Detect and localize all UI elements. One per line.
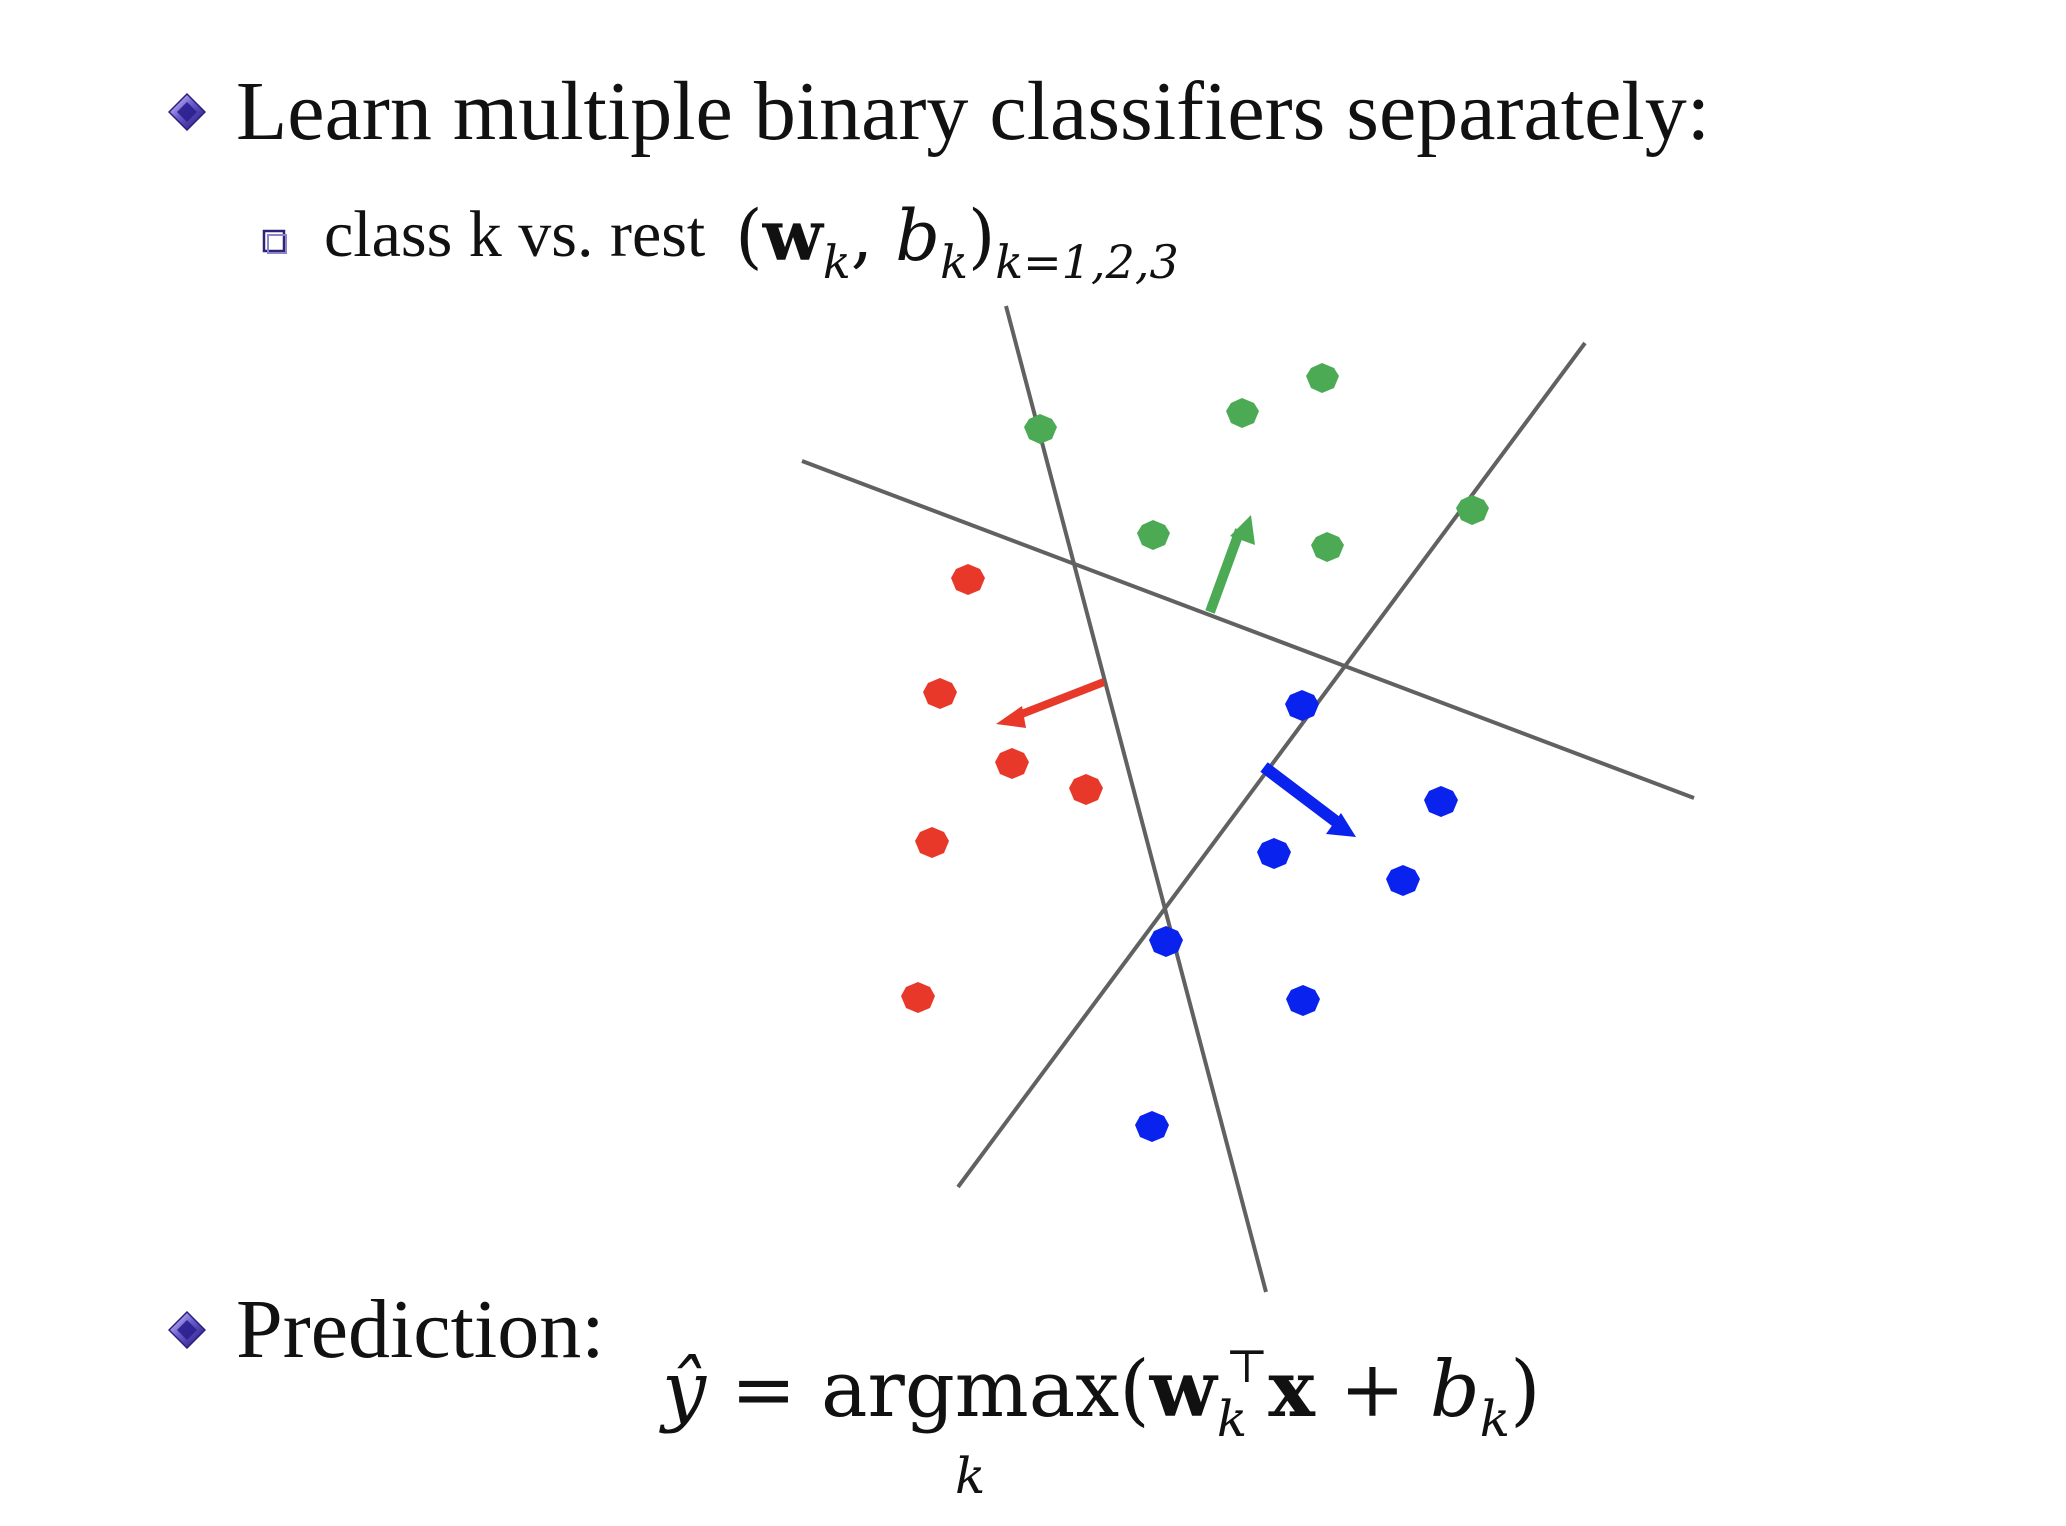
red-point (923, 678, 957, 709)
green-point (1306, 363, 1339, 393)
bullet-text: Prediction: (236, 1283, 605, 1376)
bullet-learn: Learn multiple binary classifiers separa… (168, 62, 1710, 162)
red-point (915, 827, 949, 858)
formula-w-sub: k (1216, 1390, 1248, 1448)
blue-point (1424, 786, 1458, 817)
blue-point (1386, 865, 1420, 896)
formula-b-sub: k (1479, 1390, 1511, 1448)
red-point (995, 748, 1029, 779)
formula-w-sub: k (822, 234, 851, 289)
blue-normal-arrow (1260, 762, 1356, 837)
bullet-text: Learn multiple binary classifiers separa… (236, 65, 1711, 158)
formula-b-sub: k (940, 234, 968, 289)
formula-b: b (895, 194, 941, 277)
green-point (1311, 532, 1344, 562)
diamond-bullet-icon (168, 1311, 206, 1349)
sub-bullet-text: class k vs. rest (324, 198, 706, 271)
formula-yhat: ŷ (662, 1345, 707, 1435)
blue-point (1135, 1111, 1169, 1142)
green-point (1137, 520, 1170, 550)
formula-equals: = (730, 1345, 797, 1435)
formula-w-sup: ⊤ (1225, 1339, 1269, 1393)
formula-x: x (1268, 1344, 1315, 1435)
formula-open-paren: ( (1119, 1345, 1150, 1435)
formula-w: w (762, 193, 823, 277)
formula-plus: + (1339, 1345, 1406, 1435)
formula-close-paren: ) (1510, 1345, 1541, 1435)
formula-open-paren: ( (735, 194, 763, 277)
red-point (1069, 774, 1103, 805)
blue-point (1257, 838, 1291, 869)
formula-b: b (1429, 1345, 1480, 1435)
square-bullet-icon (262, 229, 288, 255)
formula-argmax-sub: k (954, 1447, 986, 1505)
blue-point (1149, 926, 1183, 957)
formula-argmax: argmax k (821, 1340, 1120, 1505)
green-point (1456, 495, 1489, 525)
classifier-params-formula: (wk, bk)k=1,2,3 (735, 193, 1178, 289)
formula-range-sub: k=1,2,3 (995, 234, 1179, 289)
red-point (951, 564, 985, 595)
formula-close-paren: ) (967, 194, 996, 277)
decision-line-red-vs-rest (1004, 305, 1268, 1293)
sub-bullet-class-vs-rest: class k vs. rest (wk, bk)k=1,2,3 (262, 190, 1179, 289)
red-normal-arrow (996, 678, 1106, 728)
blue-point (1286, 985, 1320, 1016)
formula-w: w (1149, 1344, 1217, 1435)
prediction-formula: ŷ = argmax k (wk⊤x + bk) (662, 1339, 1541, 1505)
green-normal-arrow (1205, 515, 1255, 614)
bullet-prediction: Prediction: (168, 1280, 605, 1380)
decision-line-green-vs-rest (801, 459, 1695, 800)
blue-point (1285, 690, 1319, 721)
formula-comma: , (850, 194, 873, 277)
decision-line-blue-vs-rest (956, 341, 1587, 1189)
formula-argmax-text: argmax (821, 1345, 1120, 1435)
green-point (1024, 414, 1057, 444)
diamond-bullet-icon (168, 93, 206, 131)
green-point (1226, 398, 1259, 428)
red-point (901, 982, 935, 1013)
